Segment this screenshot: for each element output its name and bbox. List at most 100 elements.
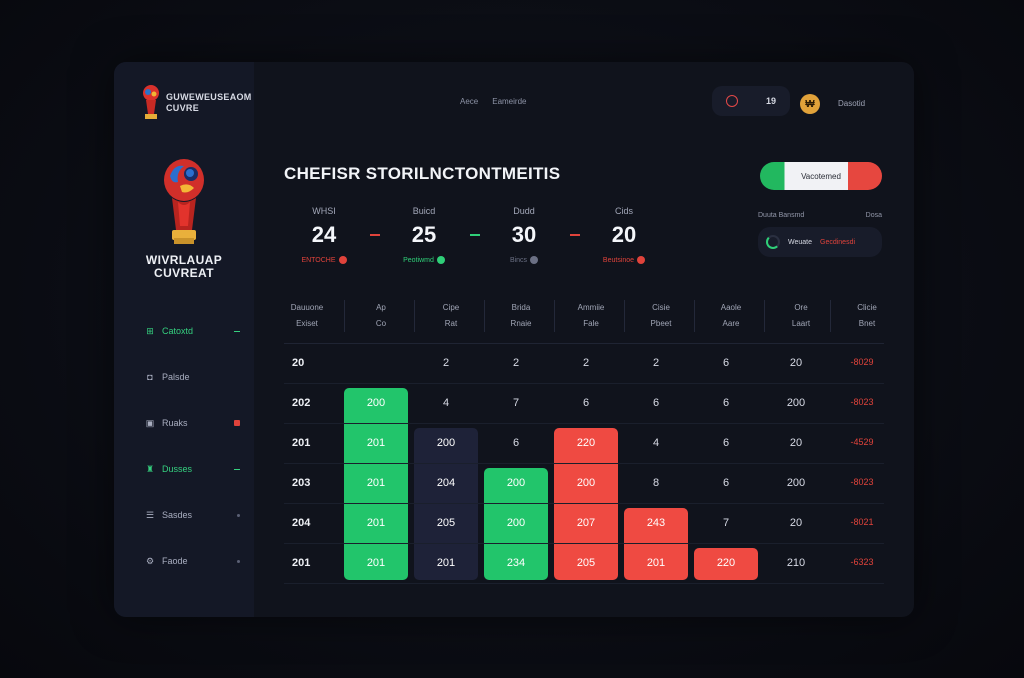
column-header-line: Cisie <box>652 303 670 312</box>
stat-change: ENTOCHE <box>284 256 364 264</box>
table-cell: 234 <box>506 557 526 569</box>
user-name[interactable]: Dasotid <box>838 99 866 108</box>
column-highlight-bar-2 <box>414 428 478 580</box>
sidebar-item-5[interactable]: ☰ Sasdes <box>144 492 240 538</box>
column-header-3[interactable]: Cipe Rat <box>416 300 486 332</box>
stat-value: 25 <box>411 222 437 247</box>
stat-change-label: Peotiwmd <box>403 256 434 264</box>
table-cell: 200 <box>506 517 526 529</box>
table-cell: 20 <box>789 517 803 529</box>
table-cell: 200 <box>576 477 596 489</box>
column-highlight-bar-4 <box>554 428 618 580</box>
table-cell: 20 <box>292 357 305 369</box>
chat-icon: ◘ <box>147 372 153 382</box>
stat-card-4: Cids 20 Beutsinoe <box>584 206 664 264</box>
sidebar-item-4[interactable]: ♜ Dusses <box>144 446 240 492</box>
progress-ring-icon <box>766 235 780 249</box>
sidebar-item-6[interactable]: ⚙ Faode <box>144 538 240 584</box>
table-row[interactable] <box>284 344 884 384</box>
sidebar-nav: ⊞ Catoxtd ◘ Palsde ▣ Ruaks ♜ Dusses ☰ Sasdes ⚙ Faod… <box>144 308 240 584</box>
table-cell: 220 <box>576 437 596 449</box>
sidebar-item-2[interactable]: ◘ Palsde <box>144 354 240 400</box>
table-cell: 2 <box>512 357 520 369</box>
stat-change: Peotiwmd <box>384 256 464 264</box>
column-divider <box>764 300 765 332</box>
column-header-line: Aare <box>722 319 740 328</box>
view-toggle[interactable]: Vacotemed <box>760 162 882 190</box>
column-header-line: Brida <box>511 303 531 312</box>
table-cell: 201 <box>366 477 386 489</box>
table-row[interactable] <box>284 544 884 584</box>
table-row[interactable] <box>284 504 884 544</box>
sidebar-item-marker <box>234 374 240 380</box>
column-highlight-bar-5 <box>624 508 688 580</box>
filter-option[interactable]: Gecdinesdi <box>820 238 856 246</box>
table-cell: 220 <box>716 557 736 569</box>
column-highlight-bar-1 <box>344 388 408 580</box>
table-cell: -8021 <box>850 517 874 527</box>
table-row[interactable] <box>284 424 884 464</box>
stat-value: 20 <box>611 222 637 247</box>
table-row[interactable] <box>284 464 884 504</box>
top-nav: Aece Eameirde <box>460 97 526 106</box>
table-cell: 201 <box>436 557 456 569</box>
filter-pill[interactable]: Weuate Gecdinesdi <box>758 227 882 257</box>
column-header-line: Cipe <box>442 303 460 312</box>
column-divider <box>624 300 625 332</box>
settings-icon: ⚙ <box>145 555 155 566</box>
table-cell: 201 <box>366 557 386 569</box>
column-header-7[interactable]: Aaole Aare <box>696 300 766 332</box>
status-pill[interactable]: 19 <box>712 86 790 116</box>
table-cell: 6 <box>582 397 590 409</box>
stat-change-label: ENTOCHE <box>301 256 336 264</box>
column-header-1[interactable]: Dauuone Exiset <box>272 300 342 332</box>
status-dot-icon <box>436 256 445 264</box>
column-header-line: Exiset <box>296 319 318 328</box>
filter-value: Weuate <box>788 238 812 246</box>
table-cell: 243 <box>646 517 666 529</box>
stat-label: WHSI <box>312 206 336 216</box>
column-header-8[interactable]: Ore Laart <box>766 300 836 332</box>
sidebar-item-3[interactable]: ▣ Ruaks <box>144 400 240 446</box>
record-icon[interactable] <box>725 95 738 107</box>
top-nav-link-2[interactable]: Eameirde <box>492 97 527 106</box>
trophy-logo-icon <box>143 85 159 119</box>
column-header-line: Rnaie <box>510 319 532 328</box>
column-header-6[interactable]: Cisie Pbeet <box>626 300 696 332</box>
column-highlight-bar-6 <box>694 548 758 580</box>
stat-card-3: Dudd 30 Bincs <box>484 206 564 264</box>
stats-summary: WHSI 24 ENTOCHE Buicd 25 Peotiwmd Dudd 30 Bincs C… <box>284 206 704 266</box>
sidebar-item-marker <box>234 330 240 332</box>
sidebar-item-label: Faode <box>162 556 188 566</box>
table-cell: 8 <box>652 477 660 489</box>
column-divider <box>694 300 695 332</box>
column-header-4[interactable]: Brida Rnaie <box>486 300 556 332</box>
stat-card-1: WHSI 24 ENTOCHE <box>284 206 364 264</box>
column-header-line: Bnet <box>858 319 876 328</box>
trophy-icon: ♜ <box>145 463 155 474</box>
column-header-9[interactable]: Clicie Bnet <box>832 300 902 332</box>
table-row[interactable] <box>284 384 884 424</box>
sidebar-item-marker <box>234 420 240 426</box>
table-cell: 201 <box>366 517 386 529</box>
column-header-line: Clicie <box>857 303 877 312</box>
stat-value: 30 <box>511 222 537 247</box>
table-cell: 201 <box>292 557 311 569</box>
column-header-2[interactable]: Ap Co <box>346 300 416 332</box>
status-dot-icon <box>338 256 347 264</box>
column-header-line: Ore <box>794 303 808 312</box>
top-nav-link-1[interactable]: Aece <box>460 97 479 106</box>
stat-label: Cids <box>614 206 633 216</box>
coin-icon[interactable]: ₩ <box>800 94 820 114</box>
sidebar-item-1[interactable]: ⊞ Catoxtd <box>144 308 240 354</box>
brand-logo-small[interactable]: GUWEWEUSEAOM CUVRE <box>142 84 252 122</box>
table-cell: 2 <box>442 357 450 369</box>
column-divider <box>484 300 485 332</box>
table-cell: -4529 <box>850 437 874 447</box>
column-header-line: Dauuone <box>290 303 324 312</box>
table-cell: 205 <box>576 557 596 569</box>
column-divider <box>554 300 555 332</box>
status-dot-icon <box>530 256 539 264</box>
table-cell: -6323 <box>850 557 874 567</box>
column-header-5[interactable]: Ammiie Fale <box>556 300 626 332</box>
